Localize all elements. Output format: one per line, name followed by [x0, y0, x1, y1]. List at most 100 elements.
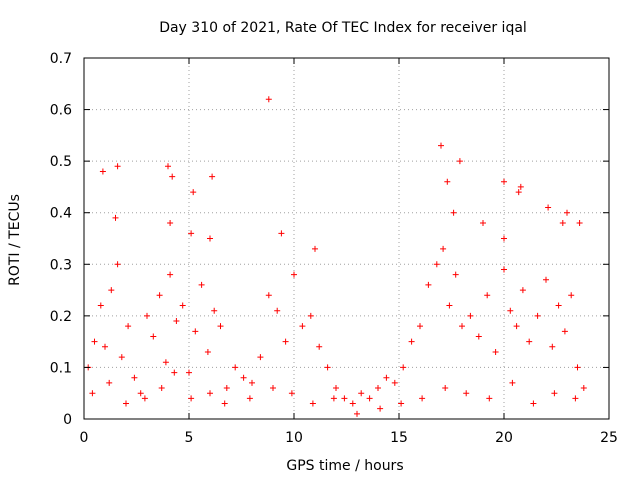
- data-point: [440, 245, 447, 252]
- data-point: [400, 364, 407, 371]
- x-axis-label: GPS time / hours: [286, 458, 403, 474]
- data-point: [517, 183, 524, 190]
- data-point: [211, 307, 218, 314]
- data-point: [333, 385, 339, 392]
- data-point: [265, 96, 272, 103]
- data-point: [433, 261, 440, 268]
- data-point: [102, 343, 108, 350]
- data-point: [165, 163, 171, 170]
- data-point: [530, 400, 537, 407]
- data-point: [173, 318, 180, 325]
- data-point: [186, 369, 192, 376]
- data-point: [278, 230, 285, 237]
- data-point: [561, 328, 568, 335]
- data-point: [265, 292, 272, 299]
- data-point: [274, 307, 281, 314]
- data-point: [534, 312, 541, 319]
- data-point: [179, 302, 186, 309]
- x-tick-label: 15: [390, 430, 408, 446]
- data-point: [507, 307, 514, 314]
- data-point: [91, 338, 98, 345]
- data-point: [207, 235, 213, 242]
- data-point: [118, 354, 125, 361]
- data-point: [375, 385, 381, 392]
- data-point: [484, 292, 491, 299]
- x-tick-label: 5: [185, 430, 194, 446]
- data-point: [444, 178, 451, 185]
- data-point: [572, 395, 579, 402]
- data-point: [198, 281, 205, 288]
- x-tick-label: 10: [285, 430, 303, 446]
- data-point: [450, 209, 457, 216]
- data-point: [576, 220, 583, 227]
- data-point: [156, 292, 163, 299]
- data-point: [341, 395, 348, 402]
- data-point: [501, 266, 507, 273]
- data-point: [559, 220, 566, 227]
- data-point: [545, 204, 552, 211]
- data-point: [446, 302, 453, 309]
- y-axis-label: ROTI / TECUs: [7, 194, 23, 286]
- data-point: [452, 271, 459, 278]
- data-point: [513, 323, 520, 330]
- y-tick-label: 0: [63, 412, 72, 428]
- data-point: [324, 364, 331, 371]
- axis-ticks: 0 5 10 15 20 25 0 0.1 0.2 0.3 0.4 0.5 0.6 0.7: [50, 51, 618, 446]
- data-point: [125, 323, 132, 330]
- data-point: [137, 390, 144, 397]
- y-tick-label: 0.6: [50, 103, 72, 119]
- data-point: [171, 369, 178, 376]
- data-point: [232, 364, 239, 371]
- data-point: [150, 333, 157, 340]
- data-point: [114, 163, 121, 170]
- data-point: [249, 379, 255, 386]
- data-point: [123, 400, 129, 407]
- data-point: [480, 220, 486, 227]
- data-point: [169, 173, 176, 180]
- data-point: [354, 410, 360, 417]
- data-point: [574, 364, 581, 371]
- y-tick-label: 0.4: [50, 206, 72, 222]
- data-point: [377, 405, 384, 412]
- data-point: [442, 385, 449, 392]
- x-tick-label: 0: [80, 430, 89, 446]
- data-point: [580, 385, 587, 392]
- data-point: [459, 323, 465, 330]
- data-point: [282, 338, 289, 345]
- data-point: [330, 395, 337, 402]
- data-point: [408, 338, 415, 345]
- data-point: [366, 395, 373, 402]
- data-point: [299, 323, 306, 330]
- data-point: [551, 390, 558, 397]
- x-tick-label: 20: [495, 430, 513, 446]
- data-point: [270, 385, 276, 392]
- x-tick-label: 25: [600, 430, 618, 446]
- data-point: [190, 189, 197, 196]
- data-point: [438, 142, 444, 149]
- data-point: [288, 390, 295, 397]
- data-point: [188, 230, 195, 237]
- data-point: [391, 379, 398, 386]
- data-point: [543, 276, 549, 283]
- chart-title: Day 310 of 2021, Rate Of TEC Index for r…: [159, 20, 527, 36]
- y-tick-label: 0.3: [50, 257, 72, 273]
- data-point: [192, 328, 199, 335]
- data-point: [204, 348, 211, 355]
- y-tick-label: 0.1: [50, 360, 72, 376]
- data-point: [217, 323, 224, 330]
- data-point: [349, 400, 356, 407]
- data-point: [158, 385, 165, 392]
- data-point: [509, 379, 516, 386]
- data-points: [85, 96, 587, 417]
- data-point: [417, 323, 423, 330]
- data-point: [112, 214, 119, 221]
- data-point: [316, 343, 323, 350]
- y-tick-label: 0.2: [50, 309, 72, 325]
- data-point: [246, 395, 253, 402]
- data-point: [515, 189, 522, 196]
- data-point: [486, 395, 493, 402]
- y-tick-label: 0.7: [50, 51, 72, 67]
- data-point: [568, 292, 575, 299]
- data-point: [257, 354, 264, 361]
- data-point: [358, 390, 365, 397]
